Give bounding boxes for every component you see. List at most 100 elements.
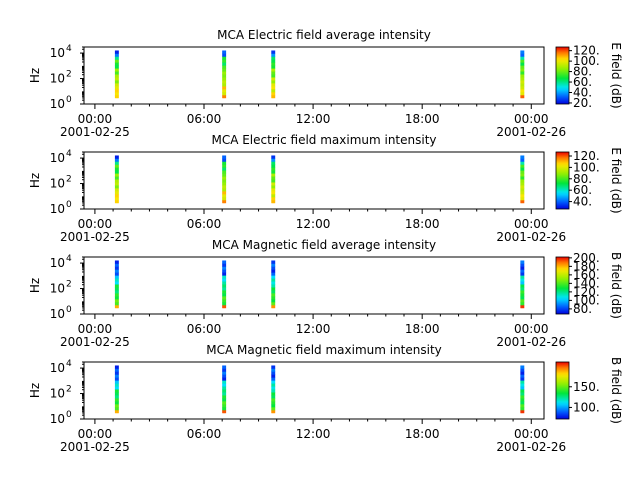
data-cell [114, 395, 117, 399]
data-cell [117, 377, 119, 381]
data-cell [273, 173, 276, 177]
data-cell [222, 278, 224, 282]
data-cell [271, 68, 273, 72]
data-cell [223, 83, 225, 87]
data-cell [271, 194, 273, 198]
data-cell [520, 266, 522, 270]
data-cell [222, 74, 224, 78]
data-cell [114, 281, 117, 285]
data-cell [522, 62, 525, 66]
data-cell [521, 158, 524, 162]
data-cell [271, 406, 273, 411]
data-cell [521, 196, 524, 201]
data-cell [116, 158, 118, 162]
data-cell [114, 260, 117, 264]
data-cell [271, 287, 273, 291]
data-cell [117, 86, 119, 90]
data-cell [223, 304, 225, 309]
data-cell [522, 53, 525, 57]
data-cell [273, 65, 276, 69]
data-cell [224, 158, 227, 162]
data-cell [522, 161, 525, 165]
x-tick-label: 12:00 [296, 112, 331, 126]
data-cell [271, 365, 273, 369]
data-cell [522, 299, 525, 303]
x-tick-label: 06:00 [187, 322, 222, 336]
data-cell [271, 409, 273, 414]
data-cell [521, 188, 524, 192]
axes-frame [83, 151, 545, 210]
data-cell [116, 398, 118, 402]
data-cell [114, 406, 117, 411]
data-cell [117, 389, 119, 393]
colorbar-tick-label: 140. [573, 276, 600, 290]
data-cell [521, 161, 524, 165]
data-cell [116, 409, 118, 414]
data-cell [114, 83, 117, 87]
data-cell [222, 365, 224, 369]
data-cell [223, 53, 225, 57]
data-cell [271, 383, 273, 387]
data-cell [522, 293, 525, 297]
x-tick-label: 18:00 [405, 217, 440, 231]
data-cell [271, 272, 273, 276]
colorbar-tick-label: 120. [573, 44, 600, 58]
data-cell [521, 365, 524, 369]
colorbar-tick-label: 80. [573, 65, 592, 79]
data-cell [223, 404, 225, 408]
data-cell [521, 59, 524, 63]
data-cell [222, 91, 224, 96]
data-cell [521, 290, 524, 294]
data-cell [272, 77, 274, 81]
data-cell [522, 196, 525, 201]
colorbar-tick-label: 100. [573, 160, 600, 174]
data-cell [114, 199, 117, 204]
data-cell [224, 290, 227, 294]
data-cell [273, 406, 276, 411]
data-cell [224, 83, 227, 87]
data-cell [116, 383, 118, 387]
data-cell [522, 89, 525, 93]
y-axis-label: Hz [28, 383, 42, 398]
data-cell [522, 287, 525, 291]
data-cell [272, 155, 274, 159]
data-cell [520, 74, 522, 78]
data-cell [272, 50, 274, 54]
data-cell [224, 296, 227, 300]
y-tick-label: 10 [50, 361, 65, 375]
data-cell [117, 386, 119, 390]
data-cell [273, 296, 276, 300]
data-cell [522, 386, 525, 390]
data-cell [223, 406, 225, 411]
data-cell [117, 50, 119, 54]
data-cell [273, 199, 276, 204]
data-cell [223, 374, 225, 378]
x-date-label: 2001-02-26 [496, 230, 566, 244]
colorbar-tick-label: 160. [573, 268, 600, 282]
data-cell [271, 278, 273, 282]
data-cell [224, 50, 227, 54]
data-cell [522, 80, 525, 84]
data-cell [114, 71, 117, 75]
data-cell [272, 91, 274, 96]
data-cell [520, 296, 522, 300]
y-tick-label: 10 [50, 202, 65, 216]
x-tick-label: 00:00 [78, 112, 113, 126]
data-cell [116, 287, 118, 291]
data-cell [116, 188, 118, 192]
data-cell [522, 170, 525, 174]
data-cell [222, 161, 224, 165]
data-cell [272, 170, 274, 174]
data-cell [223, 296, 225, 300]
data-cell [521, 395, 524, 399]
x-tick-label: 12:00 [296, 427, 331, 441]
data-cell [223, 409, 225, 414]
y-axis-label: Hz [28, 173, 42, 188]
data-cell [117, 161, 119, 165]
data-cell [223, 86, 225, 90]
data-cell [273, 398, 276, 402]
data-cell [117, 191, 119, 195]
data-cell [222, 83, 224, 87]
data-cell [116, 377, 118, 381]
data-cell [271, 185, 273, 189]
